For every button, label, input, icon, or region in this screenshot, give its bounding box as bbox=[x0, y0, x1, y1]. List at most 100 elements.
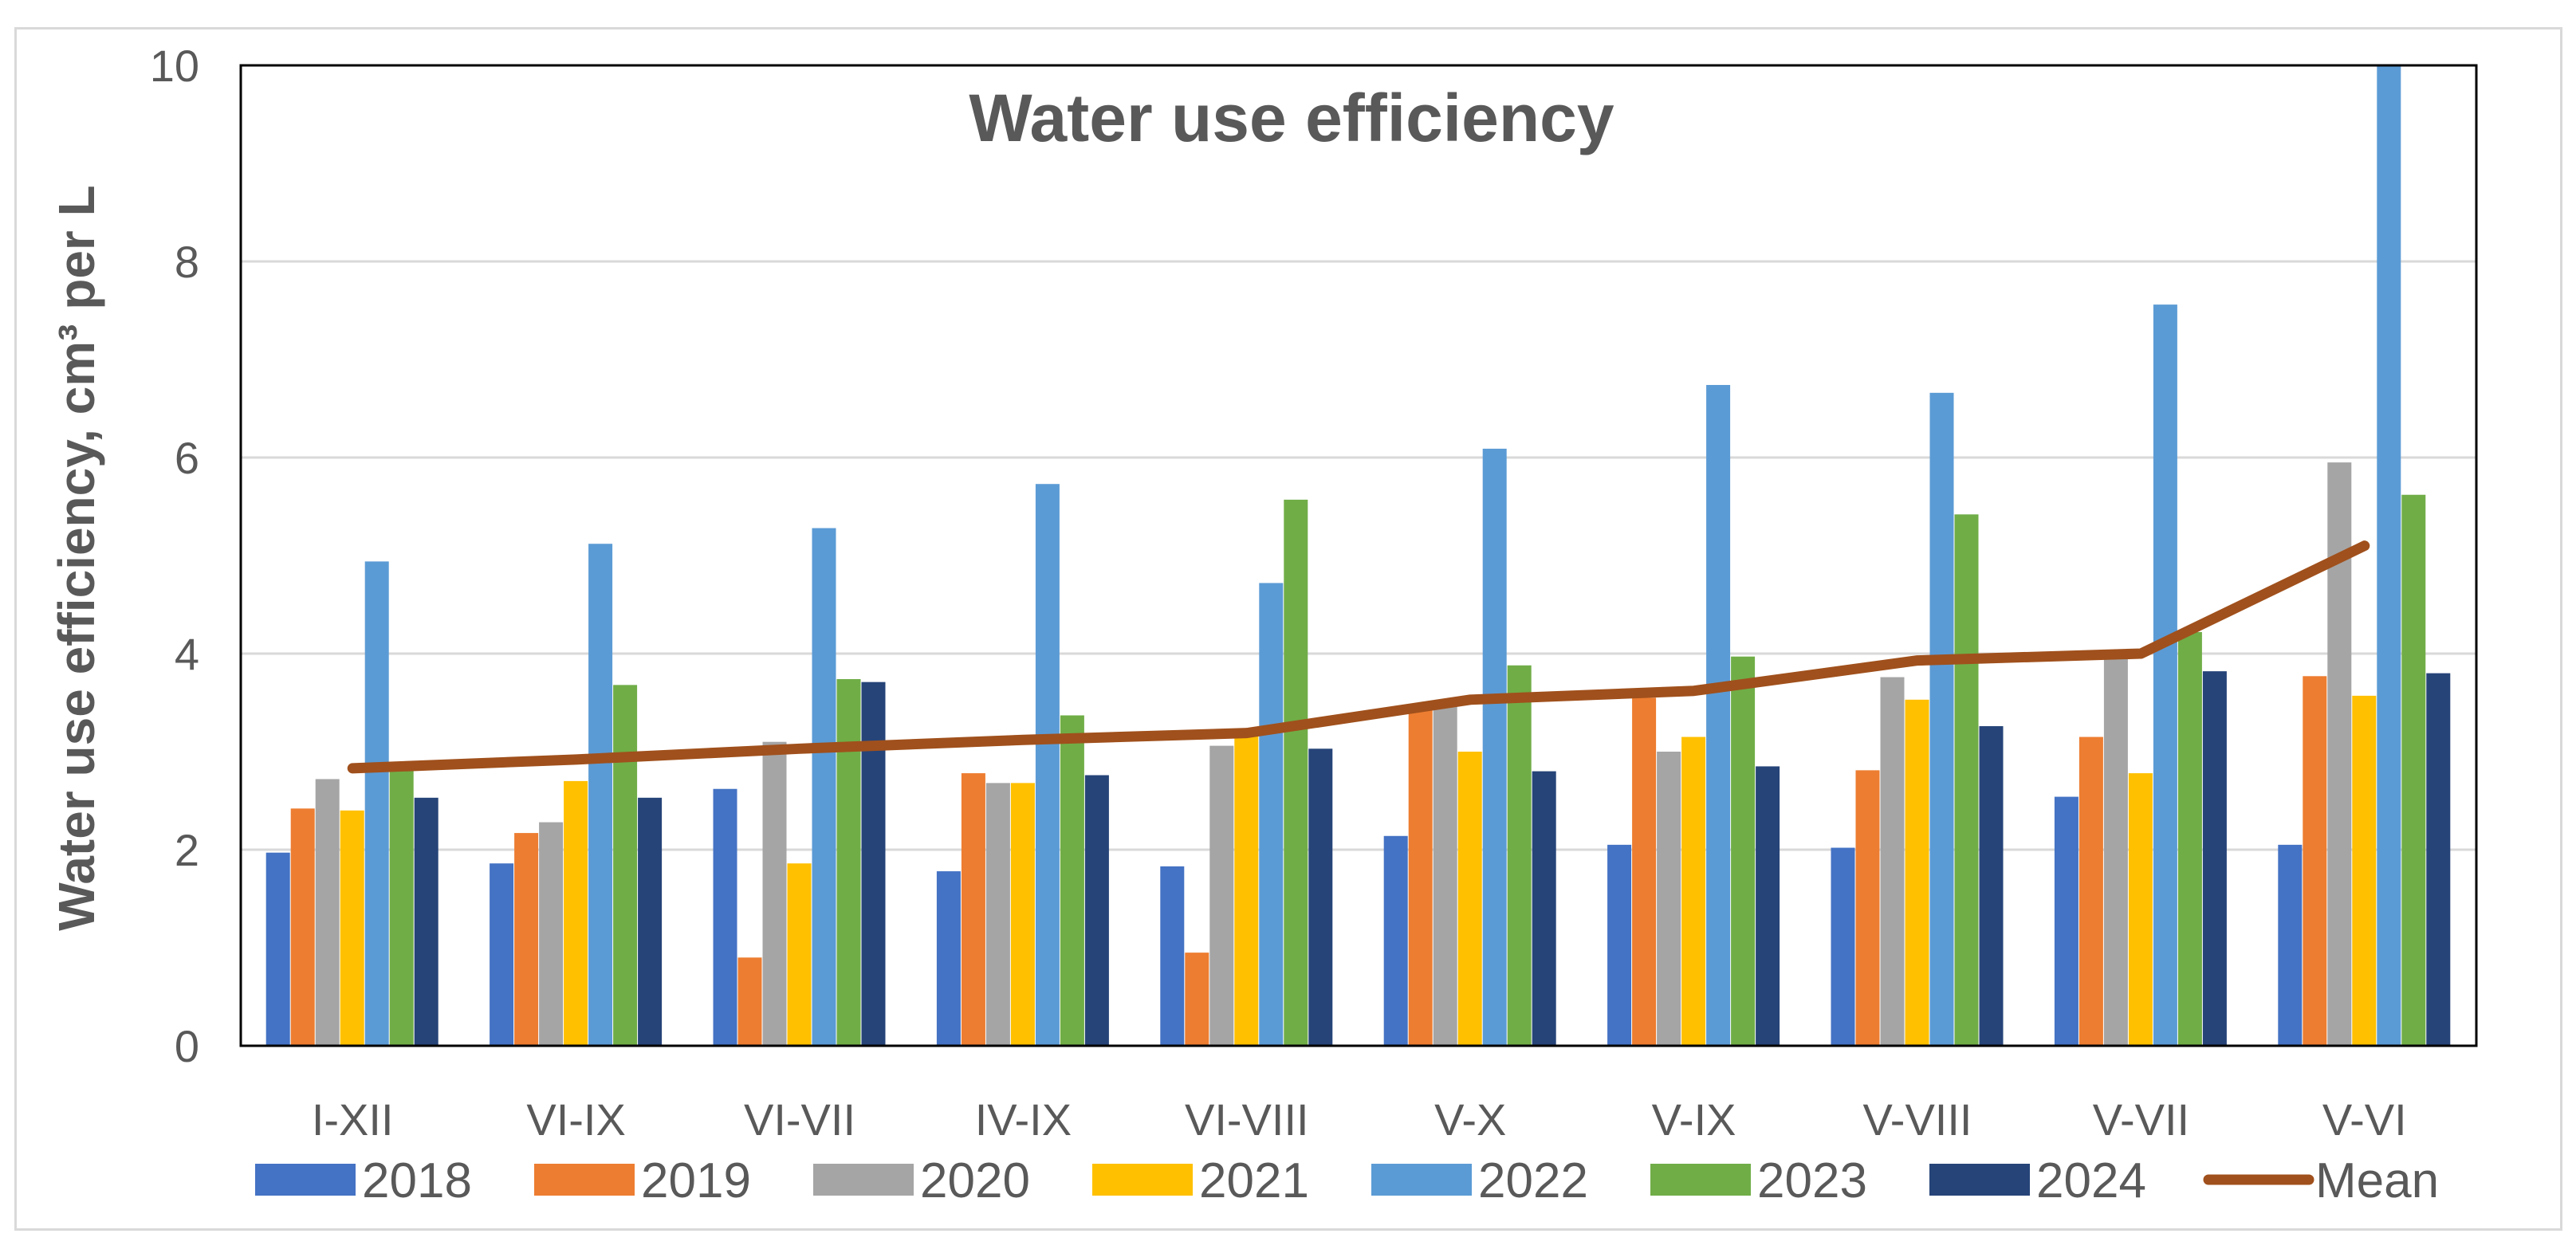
plot-border bbox=[239, 64, 2478, 1047]
bar-2018-VI-VII bbox=[713, 788, 737, 1046]
y-tick-label: 4 bbox=[175, 629, 199, 679]
bar-2021-VI-VII bbox=[787, 863, 812, 1046]
bar-2022-VI-IX bbox=[588, 544, 613, 1046]
legend-swatch-2024 bbox=[1929, 1164, 2030, 1196]
x-tick-label: VI-IX bbox=[526, 1094, 625, 1145]
bar-2018-VI-IX bbox=[490, 863, 514, 1046]
mean-line bbox=[347, 540, 2370, 774]
bar-2018-IV-IX bbox=[936, 871, 961, 1046]
bar-2023-V-IX bbox=[1731, 656, 1756, 1046]
x-tick-label: VI-VII bbox=[744, 1094, 855, 1145]
mean-line-group bbox=[347, 540, 2370, 774]
bar-2022-V-VI bbox=[2377, 65, 2401, 1046]
bar-2019-V-IX bbox=[1632, 697, 1657, 1046]
x-tick-label: V-VII bbox=[2093, 1094, 2189, 1145]
bar-2024-V-VIII bbox=[1979, 726, 2004, 1046]
y-tick-label: 8 bbox=[175, 237, 199, 287]
bar-2023-VI-VII bbox=[836, 678, 861, 1046]
legend-label-2019: 2019 bbox=[641, 1153, 751, 1208]
bar-2022-IV-IX bbox=[1035, 484, 1060, 1046]
bar-2022-VI-VIII bbox=[1259, 583, 1284, 1046]
bar-2019-V-VI bbox=[2303, 676, 2327, 1046]
y-axis-label: Water use efficiency, cm³ per L bbox=[48, 185, 105, 930]
y-axis-ticks: 0 2 4 6 8 10 bbox=[150, 41, 199, 1071]
bar-2019-VI-IX bbox=[514, 833, 539, 1046]
x-tick-label: IV-IX bbox=[975, 1094, 1072, 1145]
legend-swatch-2021 bbox=[1092, 1164, 1193, 1196]
bar-2020-I-XII bbox=[315, 779, 340, 1046]
x-tick-label: V-VIII bbox=[1863, 1094, 1972, 1145]
bar-2018-V-X bbox=[1383, 835, 1408, 1046]
bar-2024-V-X bbox=[1532, 771, 1556, 1046]
y-tick-label: 10 bbox=[150, 41, 199, 91]
y-tick-label: 2 bbox=[175, 825, 199, 875]
legend-label-2024: 2024 bbox=[2036, 1153, 2146, 1208]
bar-2023-V-VII bbox=[2177, 631, 2202, 1046]
bar-2022-V-IX bbox=[1706, 384, 1731, 1047]
bar-2022-V-VII bbox=[2153, 304, 2177, 1046]
legend-label-2023: 2023 bbox=[1757, 1153, 1867, 1208]
bar-2022-VI-VII bbox=[812, 528, 836, 1046]
bar-2018-V-VII bbox=[2054, 796, 2078, 1046]
legend-label-Mean: Mean bbox=[2315, 1153, 2439, 1208]
bar-2020-V-VIII bbox=[1880, 677, 1905, 1046]
bar-2021-V-VIII bbox=[1905, 699, 1929, 1046]
x-tick-label: VI-VIII bbox=[1185, 1094, 1309, 1145]
bar-2022-V-X bbox=[1482, 448, 1507, 1046]
bar-2019-V-VII bbox=[2078, 737, 2103, 1046]
bar-2020-IV-IX bbox=[985, 783, 1010, 1046]
bar-2018-VI-VIII bbox=[1160, 866, 1185, 1046]
bar-2021-I-XII bbox=[340, 810, 364, 1046]
bar-2018-V-IX bbox=[1607, 844, 1632, 1046]
y-tick-label: 0 bbox=[175, 1021, 199, 1071]
chart-title: Water use efficiency bbox=[969, 81, 1614, 155]
bar-2023-V-VIII bbox=[1954, 514, 1979, 1046]
bar-2024-V-VII bbox=[2202, 671, 2227, 1046]
legend-label-2018: 2018 bbox=[362, 1153, 472, 1208]
x-tick-label: V-VI bbox=[2322, 1094, 2407, 1145]
legend-label-2020: 2020 bbox=[920, 1153, 1030, 1208]
bar-2020-VI-IX bbox=[539, 822, 564, 1046]
bar-2019-I-XII bbox=[290, 808, 315, 1046]
bar-2023-VI-IX bbox=[613, 685, 638, 1046]
bar-2023-VI-VIII bbox=[1284, 499, 1308, 1046]
bar-2022-V-VIII bbox=[1929, 392, 1954, 1046]
bar-2021-V-VII bbox=[2128, 773, 2153, 1046]
bar-2023-IV-IX bbox=[1060, 715, 1084, 1046]
bar-2024-V-IX bbox=[1756, 766, 1780, 1046]
bar-2020-V-IX bbox=[1657, 752, 1681, 1046]
legend-swatch-2020 bbox=[813, 1164, 914, 1196]
legend-swatch-2019 bbox=[534, 1164, 635, 1196]
bar-2018-V-VIII bbox=[1831, 847, 1855, 1046]
bar-2020-VI-VII bbox=[762, 741, 787, 1046]
bar-2023-V-VI bbox=[2401, 494, 2426, 1046]
legend-swatch-2023 bbox=[1650, 1164, 1751, 1196]
legend-swatch-2018 bbox=[255, 1164, 356, 1196]
bar-2024-V-VI bbox=[2426, 673, 2451, 1046]
legend-swatch-2022 bbox=[1371, 1164, 1472, 1196]
bar-2018-I-XII bbox=[265, 852, 290, 1046]
y-tick-label: 6 bbox=[175, 433, 199, 483]
bar-2020-V-X bbox=[1433, 701, 1457, 1046]
x-tick-label: V-IX bbox=[1652, 1094, 1736, 1145]
x-axis-ticks: I-XII VI-IX VI-VII IV-IX VI-VIII V-X V-IX V-VII… bbox=[312, 1094, 2407, 1145]
x-tick-label: V-X bbox=[1434, 1094, 1506, 1145]
bar-2024-I-XII bbox=[414, 797, 439, 1046]
bar-2024-VI-VII bbox=[861, 682, 886, 1046]
bar-2020-VI-VIII bbox=[1209, 745, 1234, 1046]
legend-label-2022: 2022 bbox=[1478, 1153, 1588, 1208]
legend: 2018 2019 2020 2021 2022 2023 2024 Mean bbox=[255, 1153, 2439, 1208]
bar-2018-V-VI bbox=[2278, 844, 2303, 1046]
bar-2024-VI-IX bbox=[638, 797, 663, 1046]
bar-2021-V-X bbox=[1457, 752, 1482, 1046]
bar-2022-I-XII bbox=[364, 561, 389, 1046]
bar-2019-V-X bbox=[1408, 710, 1433, 1046]
bar-2021-VI-VIII bbox=[1234, 736, 1259, 1046]
bar-2019-V-VIII bbox=[1855, 770, 1880, 1046]
bar-2021-VI-IX bbox=[564, 780, 588, 1046]
bar-2019-IV-IX bbox=[961, 773, 985, 1046]
x-tick-label: I-XII bbox=[312, 1094, 394, 1145]
bar-2021-V-VI bbox=[2352, 695, 2377, 1046]
bar-2023-V-X bbox=[1507, 665, 1532, 1046]
